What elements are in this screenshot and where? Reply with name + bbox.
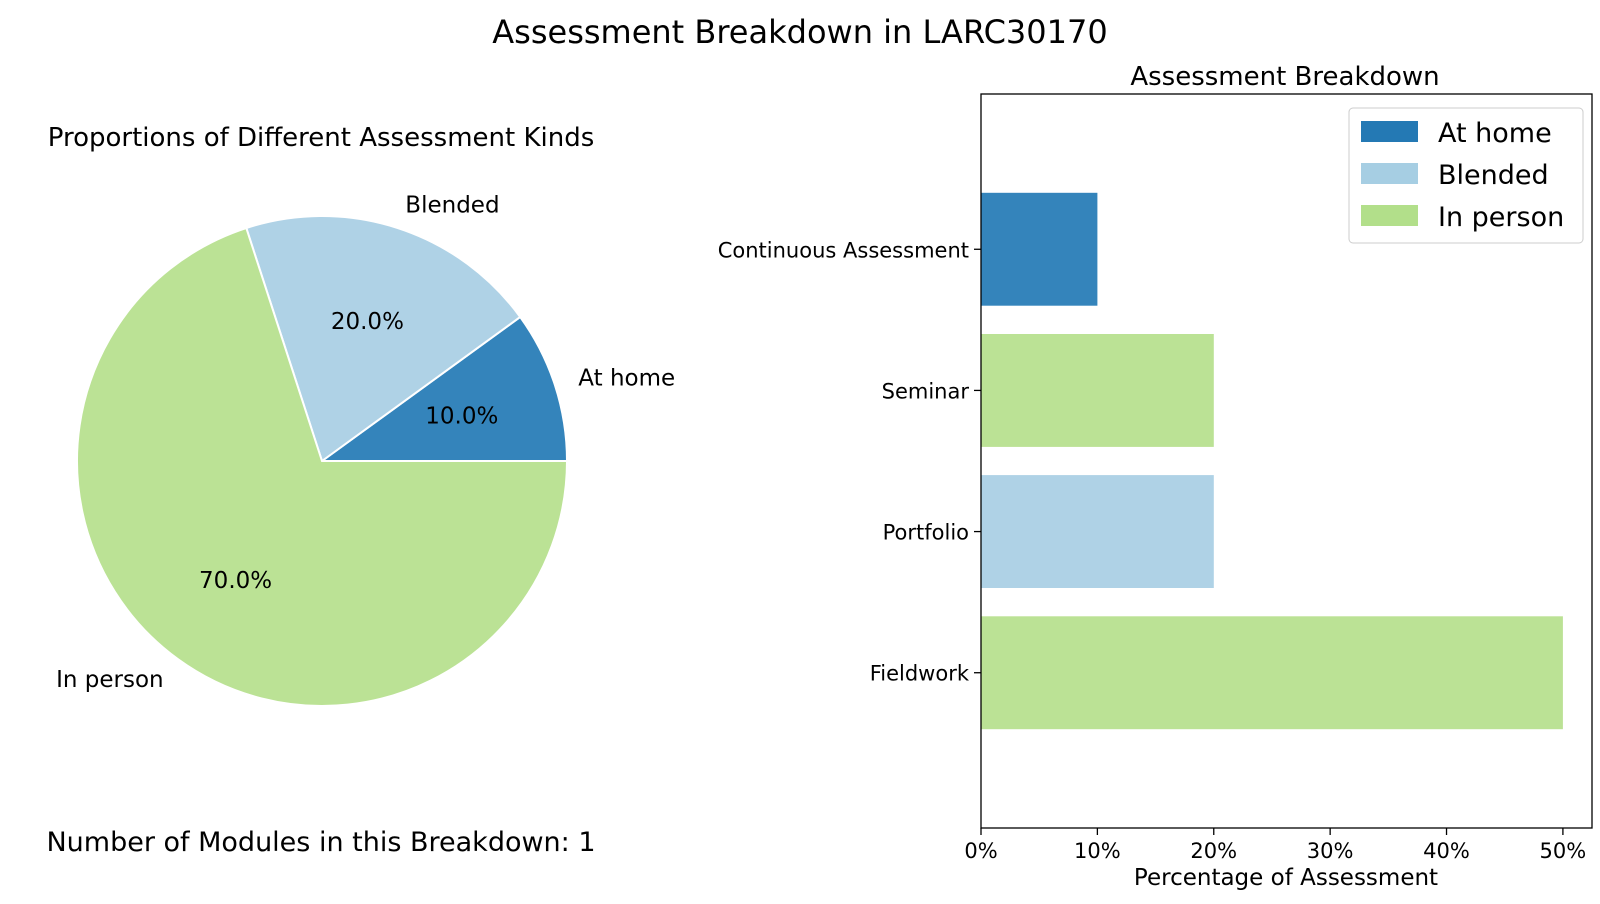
legend-swatch-at-home (1361, 121, 1418, 142)
legend-swatch-in-person (1361, 205, 1418, 226)
pie-label-at-home: At home (578, 366, 675, 392)
bar-portfolio (981, 475, 1214, 588)
y-tick-label-seminar: Seminar (882, 379, 970, 403)
pie-title: Proportions of Different Assessment Kind… (48, 123, 595, 153)
modules-count-text: Number of Modules in this Breakdown: 1 (46, 827, 595, 858)
legend: At home Blended In person (1348, 107, 1584, 244)
legend-label-in-person: In person (1438, 202, 1564, 233)
figure-title: Assessment Breakdown in LARC30170 (492, 13, 1107, 51)
legend-entries: At home Blended In person (1361, 118, 1564, 233)
x-tick-label-0: 0% (964, 839, 997, 863)
y-axis-ticks: Continuous Assessment Seminar Portfolio Fie… (718, 238, 981, 686)
pie-chart: Proportions of Different Assessment Kind… (48, 123, 675, 707)
bar-title: Assessment Breakdown (1130, 62, 1439, 92)
y-tick-label-continuous-assessment: Continuous Assessment (718, 238, 969, 262)
x-axis-ticks: 0% 10% 20% 30% 40% 50% (964, 828, 1586, 863)
x-tick-label-50: 50% (1540, 839, 1587, 863)
pie-slice-at-home (318, 315, 569, 462)
pie-labels: At home 10.0% Blended 20.0% In person 70.0% (56, 193, 675, 693)
bar-chart: Assessment Breakdown Continuous Assessme… (718, 62, 1593, 891)
pie-label-blended: Blended (405, 193, 499, 219)
y-tick-label-portfolio: Portfolio (883, 521, 969, 545)
bars (981, 192, 1563, 730)
bar-fieldwork (981, 616, 1563, 730)
legend-label-at-home: At home (1438, 118, 1552, 149)
pie-slice-in-person (76, 226, 569, 707)
legend-swatch-blended (1361, 163, 1418, 184)
x-tick-label-40: 40% (1423, 839, 1470, 863)
pie-slices (76, 214, 569, 707)
x-tick-label-30: 30% (1307, 839, 1354, 863)
x-axis-label: Percentage of Assessment (1134, 865, 1438, 891)
pie-label-in-person: In person (56, 667, 164, 693)
pie-slice-blended (245, 214, 522, 463)
pie-pct-blended: 20.0% (331, 309, 404, 335)
x-tick-label-20: 20% (1190, 839, 1237, 863)
pie-pct-in-person: 70.0% (199, 568, 272, 594)
bar-seminar (981, 334, 1214, 447)
y-tick-label-fieldwork: Fieldwork (870, 662, 970, 686)
bar-continuous-assessment (981, 192, 1098, 306)
pie-pct-at-home: 10.0% (425, 404, 498, 430)
legend-label-blended: Blended (1438, 160, 1549, 191)
x-tick-label-10: 10% (1074, 839, 1121, 863)
plot-frame (980, 93, 1593, 829)
